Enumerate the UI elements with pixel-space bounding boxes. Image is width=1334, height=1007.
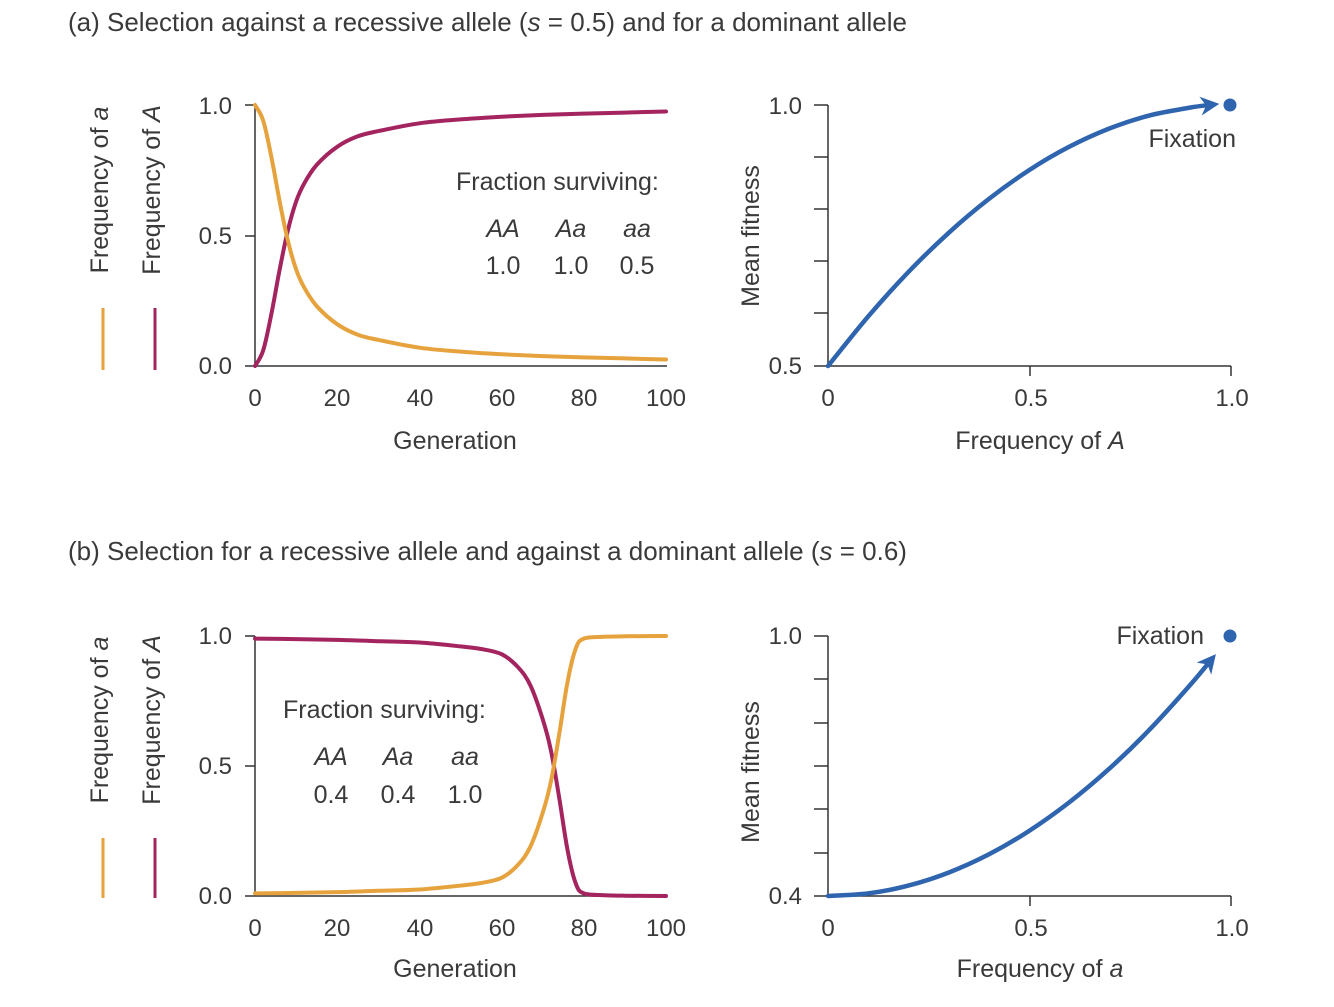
mean-fitness-line (825, 654, 1216, 899)
x-tick-label: 80 (571, 915, 598, 942)
inset-value: 1.0 (486, 252, 521, 280)
inset-heading: Fraction surviving: (456, 168, 659, 196)
inset-value: 0.4 (381, 781, 416, 809)
x-tick-label: 40 (407, 915, 434, 942)
inset-value: 1.0 (448, 781, 483, 809)
inset-genotype: Aa (381, 743, 414, 771)
panel-b: (b) Selection for a recessive allele and… (68, 536, 1249, 983)
x-axis-label: Frequency of a (957, 955, 1124, 983)
x-tick-label: 100 (646, 915, 686, 942)
panel-a: (a) Selection against a recessive allele… (68, 7, 1249, 455)
series-line-a-lower (253, 634, 668, 896)
x-tick-label: 0.5 (1014, 915, 1047, 942)
x-axis-label: Generation (393, 955, 517, 983)
x-axis-label: Frequency of A (955, 427, 1125, 455)
series-line-a-lower (253, 103, 668, 362)
series-line-A (253, 636, 668, 898)
inset-genotype: aa (451, 743, 479, 771)
x-tick-label: 60 (489, 385, 516, 412)
x-tick-label: 0 (248, 915, 261, 942)
fitness-chart-a: 1.0 0.5 0 0.5 1.0 Frequency of A Mean fi… (737, 93, 1249, 455)
y-tick-label: 0.5 (769, 353, 802, 380)
y-tick-label: 1.0 (199, 623, 232, 650)
frequency-chart-a: 1.0 0.5 0.0 0 20 40 60 80 100 Generation… (86, 93, 686, 455)
y-tick-label: 1.0 (199, 93, 232, 120)
series-line-A (253, 109, 668, 368)
x-tick-label: 0 (821, 385, 834, 412)
inset-genotype: AA (312, 743, 347, 771)
y-tick-label: 0.0 (199, 883, 232, 910)
panel-b-title: (b) Selection for a recessive allele and… (68, 536, 907, 566)
y-tick-label: 1.0 (769, 93, 802, 120)
fixation-label: Fixation (1148, 125, 1236, 153)
inset-genotype: aa (623, 215, 651, 243)
x-tick-label: 0 (248, 385, 261, 412)
fixation-point (1223, 629, 1237, 643)
y-tick-label: 0.4 (769, 883, 802, 910)
inset-heading: Fraction surviving: (283, 696, 486, 724)
inset-value: 1.0 (554, 252, 589, 280)
frequency-chart-b: 1.0 0.5 0.0 0 20 40 60 80 100 Generation… (86, 623, 686, 983)
fitness-chart-b: 1.0 0.4 0 0.5 1.0 Frequency of a Mean fi… (737, 622, 1249, 983)
x-tick-label: 20 (324, 385, 351, 412)
x-axis-label: Generation (393, 427, 517, 455)
y-tick-label: 0.0 (199, 353, 232, 380)
x-tick-label: 100 (646, 385, 686, 412)
y-tick-label: 1.0 (769, 623, 802, 650)
y-tick-label: 0.5 (199, 753, 232, 780)
y-axis-label-A: Frequency of A (138, 105, 166, 275)
x-tick-label: 20 (324, 915, 351, 942)
x-tick-label: 0.5 (1014, 385, 1047, 412)
y-axis-label-a: Frequency of a (86, 107, 114, 274)
inset-genotype: Aa (554, 215, 587, 243)
fixation-point (1223, 98, 1237, 112)
x-tick-label: 40 (407, 385, 434, 412)
y-tick-label: 0.5 (199, 223, 232, 250)
fixation-label: Fixation (1116, 622, 1204, 650)
mean-fitness-line (825, 96, 1220, 369)
x-tick-label: 60 (489, 915, 516, 942)
y-axis-label-a: Frequency of a (86, 637, 114, 804)
inset-genotype: AA (484, 215, 519, 243)
y-axis-label-A: Frequency of A (138, 635, 166, 805)
x-tick-label: 1.0 (1215, 915, 1248, 942)
inset-value: 0.5 (620, 252, 655, 280)
x-tick-label: 1.0 (1215, 385, 1248, 412)
y-axis-label: Mean fitness (737, 701, 765, 843)
y-axis-label: Mean fitness (737, 165, 765, 307)
panel-a-title: (a) Selection against a recessive allele… (68, 7, 907, 37)
inset-value: 0.4 (314, 781, 349, 809)
x-tick-label: 0 (821, 915, 834, 942)
x-tick-label: 80 (571, 385, 598, 412)
